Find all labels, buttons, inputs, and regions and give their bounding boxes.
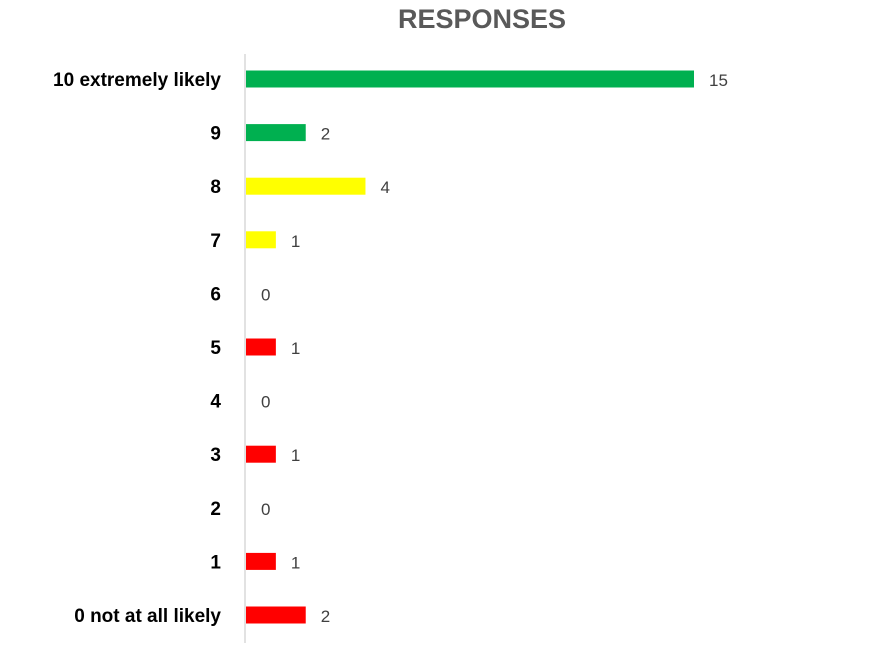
bar [246,338,276,356]
bar [246,177,366,195]
value-label: 0 [261,393,270,412]
category-label: 2 [210,499,221,520]
category-label: 7 [210,231,221,252]
category-label: 3 [210,445,221,466]
value-label: 2 [321,125,330,144]
value-label: 1 [291,446,300,465]
value-label: 1 [291,339,300,358]
bar [246,124,306,142]
value-label: 2 [321,607,330,626]
category-label: 9 [210,124,221,145]
category-label: 1 [210,552,221,573]
value-label: 1 [291,232,300,251]
bar [246,231,276,249]
chart-title: RESPONSES [397,4,567,34]
category-label: 10 extremely likely [53,70,221,91]
value-label: 1 [291,553,300,572]
bars-group: 10 extremely likely 15 9 2 8 4 7 1 6 0 5 1 4 0 3 1 2 0 1 1 0… [53,70,728,627]
value-label: 0 [261,500,270,519]
value-label: 4 [380,178,389,197]
category-label: 5 [210,338,221,359]
bar [246,552,276,570]
value-label: 15 [709,71,728,90]
value-label: 0 [261,285,270,304]
bar [246,445,276,463]
bar [246,70,694,88]
bar [246,606,306,624]
category-label: 0 not at all likely [74,606,221,627]
category-label: 4 [210,392,221,413]
category-label: 6 [210,284,221,305]
category-label: 8 [210,177,221,198]
